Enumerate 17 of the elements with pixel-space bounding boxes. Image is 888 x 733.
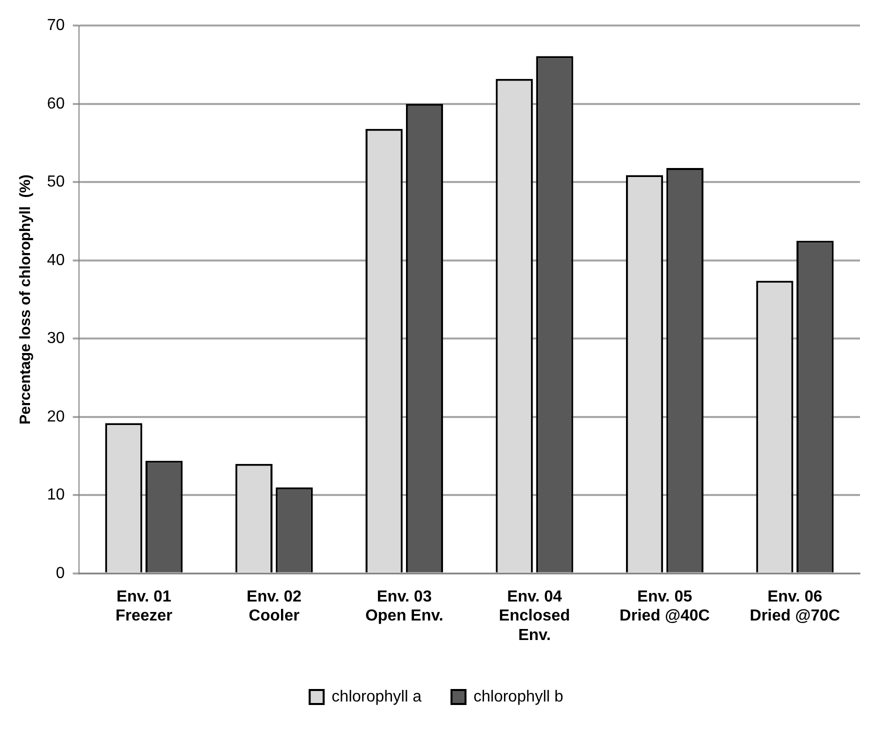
x-tick-label: Env. 05 Dried @40C bbox=[620, 588, 710, 625]
x-tick-label: Env. 03 Open Env. bbox=[365, 588, 444, 625]
x-tick-label: Env. 04 Enclosed Env. bbox=[498, 588, 570, 644]
legend-label: chlorophyll a bbox=[332, 688, 422, 706]
legend-label: chlorophyll b bbox=[474, 688, 564, 706]
x-tick-label: Env. 02 Cooler bbox=[246, 588, 302, 625]
x-tick-label: Env. 06 Dried @70C bbox=[750, 588, 840, 625]
y-tick-label: 40 bbox=[47, 252, 65, 269]
y-tick-label: 20 bbox=[47, 408, 65, 426]
y-tick-label: 0 bbox=[56, 564, 65, 582]
y-tick-label: 60 bbox=[47, 95, 65, 112]
y-axis-title: Percentage loss of chlorophyll (%) bbox=[17, 174, 34, 425]
y-tick-label: 70 bbox=[47, 17, 65, 34]
x-tick-label: Env. 01 Freezer bbox=[115, 588, 172, 625]
y-tick-label: 10 bbox=[47, 486, 65, 504]
y-tick-label: 50 bbox=[47, 174, 65, 191]
y-tick-label: 30 bbox=[47, 330, 65, 348]
